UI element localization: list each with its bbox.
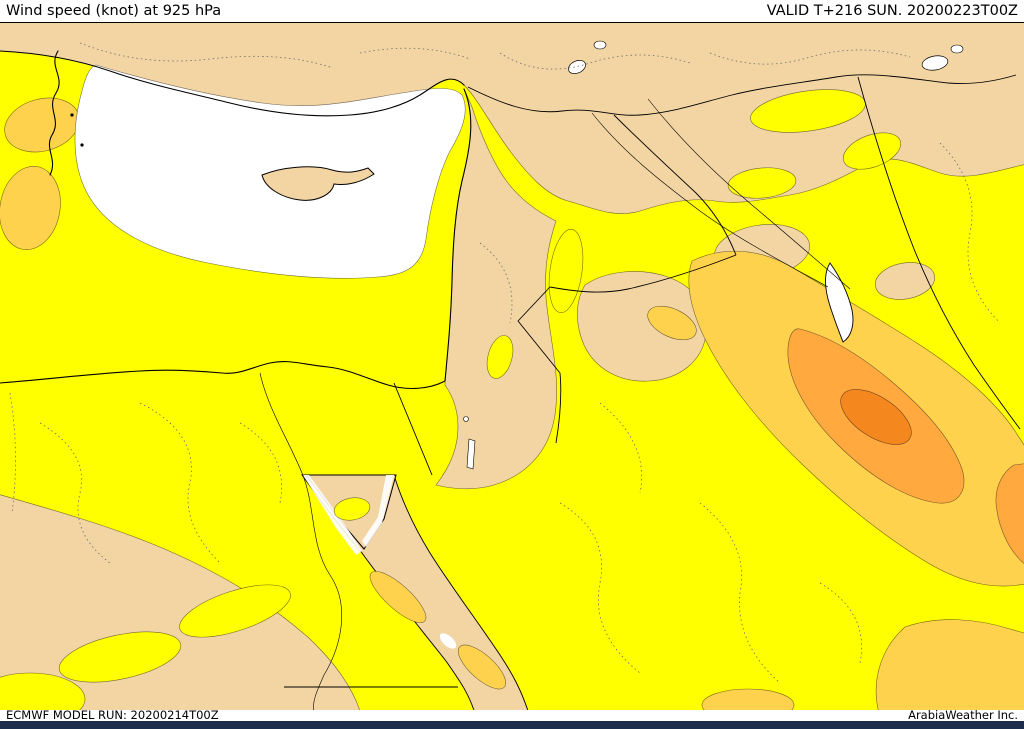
aegean-coast bbox=[48, 50, 60, 176]
yellow-patch-jordan bbox=[486, 335, 514, 379]
river-paths bbox=[259, 98, 851, 710]
egypt-north-coast bbox=[0, 360, 446, 390]
gold-finger-west bbox=[647, 305, 697, 341]
gold-patch-bottom-right bbox=[875, 619, 1024, 710]
gulf-of-suez bbox=[303, 475, 362, 555]
syria-iraq-border bbox=[613, 114, 737, 256]
lake-tuz bbox=[568, 60, 586, 74]
iraq-saudi-border bbox=[549, 254, 737, 293]
yellow-patch-syria-finger bbox=[548, 229, 584, 313]
brand-label: ArabiaWeather Inc. bbox=[908, 708, 1018, 722]
yellow-patch-ne-turkey-2 bbox=[727, 167, 797, 199]
deep-orange-core bbox=[840, 389, 912, 445]
sea-of-galilee bbox=[463, 416, 469, 422]
red-sea-region bbox=[301, 416, 529, 710]
gold-patch-aegean-2 bbox=[0, 166, 61, 250]
model-run-label: ECMWF MODEL RUN: 20200214T00Z bbox=[6, 708, 219, 722]
yellow-patch-sinai bbox=[333, 497, 371, 521]
map-header: Wind speed (knot) at 925 hPa VALID T+216… bbox=[0, 0, 1024, 22]
small-lake-1 bbox=[593, 40, 607, 50]
tigris-river bbox=[647, 98, 851, 290]
cyprus-island bbox=[261, 166, 375, 201]
egypt-israel-border bbox=[393, 382, 433, 476]
dotted-boundary-paths bbox=[9, 42, 1001, 684]
dead-sea bbox=[466, 438, 476, 470]
yellow-patch-wedge-3 bbox=[0, 672, 86, 710]
iraq-iran-border bbox=[857, 76, 1021, 430]
yellow-wind-patches bbox=[0, 89, 902, 710]
coastline-paths bbox=[0, 50, 472, 390]
lake-van bbox=[921, 55, 949, 71]
footer-accent-bar bbox=[0, 721, 1024, 729]
red-sea-gold-1 bbox=[369, 571, 427, 623]
orange-right-edge bbox=[995, 463, 1024, 564]
orange-wind-regions bbox=[787, 328, 1024, 564]
red-sea-white-sliver bbox=[439, 633, 457, 649]
gold-patch-bottom-center bbox=[701, 688, 795, 710]
aegean-islet-2 bbox=[80, 143, 84, 147]
nile-river bbox=[259, 372, 342, 710]
turkey-south-coast bbox=[0, 50, 465, 117]
gulf-of-aqaba bbox=[362, 475, 394, 547]
east-tan-island-1 bbox=[577, 271, 707, 382]
wind-map-canvas bbox=[0, 23, 1024, 710]
levant-coast bbox=[444, 88, 472, 382]
yellow-patch-wedge-2 bbox=[58, 631, 182, 683]
east-mediterranean-calm-area bbox=[74, 64, 466, 279]
jordan-saudi-border bbox=[517, 286, 562, 444]
small-lake-2 bbox=[950, 44, 964, 54]
aegean-islet-1 bbox=[70, 113, 74, 117]
yellow-patch-wedge-1 bbox=[179, 584, 291, 638]
red-sea-gold-2 bbox=[458, 644, 506, 690]
wind-speed-map bbox=[0, 22, 1024, 710]
country-borders bbox=[284, 74, 1021, 688]
sea-white-regions bbox=[74, 40, 964, 343]
map-footer: ECMWF MODEL RUN: 20200214T00Z ArabiaWeat… bbox=[0, 708, 1024, 722]
map-title: Wind speed (knot) at 925 hPa bbox=[6, 3, 222, 19]
euphrates-river bbox=[591, 112, 829, 288]
valid-time-label: VALID T+216 SUN. 20200223T00Z bbox=[766, 3, 1018, 19]
yellow-patch-ne-turkey-3 bbox=[842, 132, 902, 170]
east-tan-island-3 bbox=[874, 262, 936, 300]
turkey-syria-border bbox=[467, 74, 1017, 116]
